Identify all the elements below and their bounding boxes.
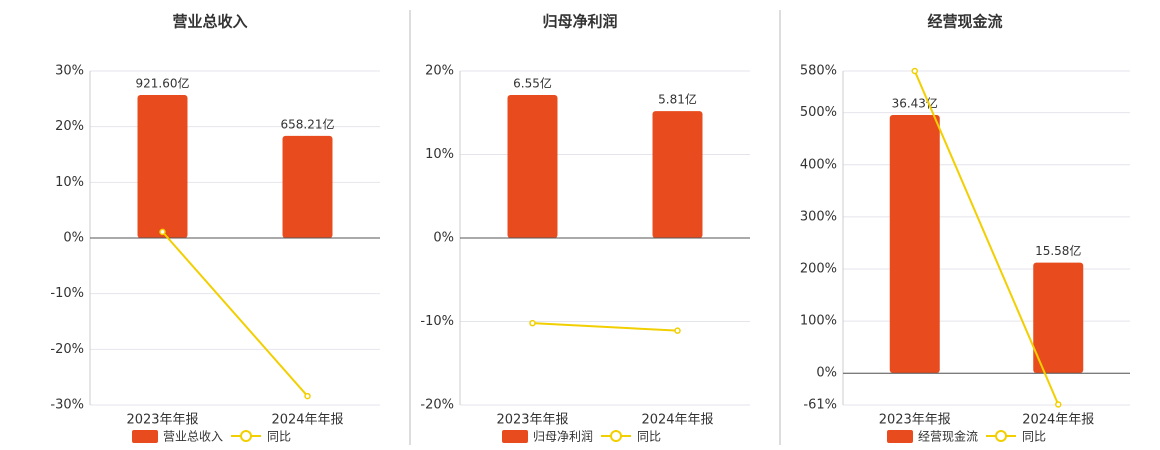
point — [304, 392, 311, 400]
bar — [889, 114, 940, 373]
point — [1055, 401, 1062, 408]
y-tick-label: 0% — [433, 231, 454, 246]
y-tick-label: 500% — [800, 105, 837, 120]
chart-title: 经营现金流 — [927, 13, 1002, 31]
point — [159, 228, 166, 236]
line — [161, 231, 309, 397]
x-tick-label: 2024年年报 — [1022, 413, 1094, 428]
bar — [282, 135, 333, 238]
x-tick-label: 2023年年报 — [879, 413, 951, 428]
y-tick-label: 100% — [800, 314, 837, 329]
legend-swatch — [132, 430, 158, 443]
chart-title: 营业总收入 — [172, 13, 247, 31]
point — [674, 327, 681, 334]
legend-label: 同比 — [1022, 430, 1046, 444]
y-tick-label: 300% — [800, 209, 837, 224]
point — [911, 67, 918, 75]
bar — [652, 111, 703, 238]
x-tick-label: 2024年年报 — [271, 413, 343, 428]
legend-label: 归母净利润 — [533, 430, 593, 444]
y-tick-label: -30% — [50, 398, 84, 413]
bar — [507, 95, 558, 239]
y-tick-label: -20% — [50, 342, 84, 357]
y-tick-label: 10% — [425, 147, 454, 162]
y-tick-label: 30% — [55, 64, 84, 79]
legend-swatch — [610, 430, 622, 442]
y-tick-label: 400% — [800, 157, 837, 172]
legend-swatch — [995, 430, 1007, 442]
line — [532, 322, 678, 332]
y-tick-label: -10% — [50, 286, 84, 301]
y-tick-label: 10% — [55, 175, 84, 190]
y-tick-label: -61% — [803, 398, 837, 413]
data-label: 658.21亿 — [281, 116, 335, 131]
y-tick-label: 20% — [425, 64, 454, 79]
legend-label: 同比 — [267, 430, 291, 444]
data-label: 6.55亿 — [513, 76, 552, 91]
data-label: 921.60亿 — [136, 75, 190, 90]
y-tick-label: 580% — [800, 64, 837, 79]
legend-label: 经营现金流 — [918, 429, 978, 444]
y-tick-label: 200% — [800, 262, 837, 277]
legend-swatch — [887, 430, 913, 443]
y-tick-label: 0% — [816, 366, 837, 381]
legend-label: 同比 — [637, 430, 661, 444]
x-tick-label: 2023年年报 — [496, 413, 568, 428]
line — [913, 70, 1060, 405]
data-label: 15.58亿 — [1035, 243, 1081, 258]
y-tick-label: 20% — [55, 119, 84, 134]
point — [529, 319, 536, 327]
x-tick-label: 2024年年报 — [641, 413, 713, 428]
legend-label: 营业总收入 — [163, 430, 223, 444]
x-tick-label: 2023年年报 — [126, 413, 198, 428]
bar — [137, 94, 188, 239]
data-label: 5.81亿 — [658, 92, 697, 107]
y-tick-label: -10% — [420, 314, 454, 329]
legend-swatch — [240, 430, 252, 442]
bar — [1033, 262, 1084, 373]
legend-swatch — [502, 430, 528, 443]
y-tick-label: -20% — [420, 398, 454, 413]
y-tick-label: 0% — [63, 231, 84, 246]
chart-title: 归母净利润 — [542, 13, 617, 31]
